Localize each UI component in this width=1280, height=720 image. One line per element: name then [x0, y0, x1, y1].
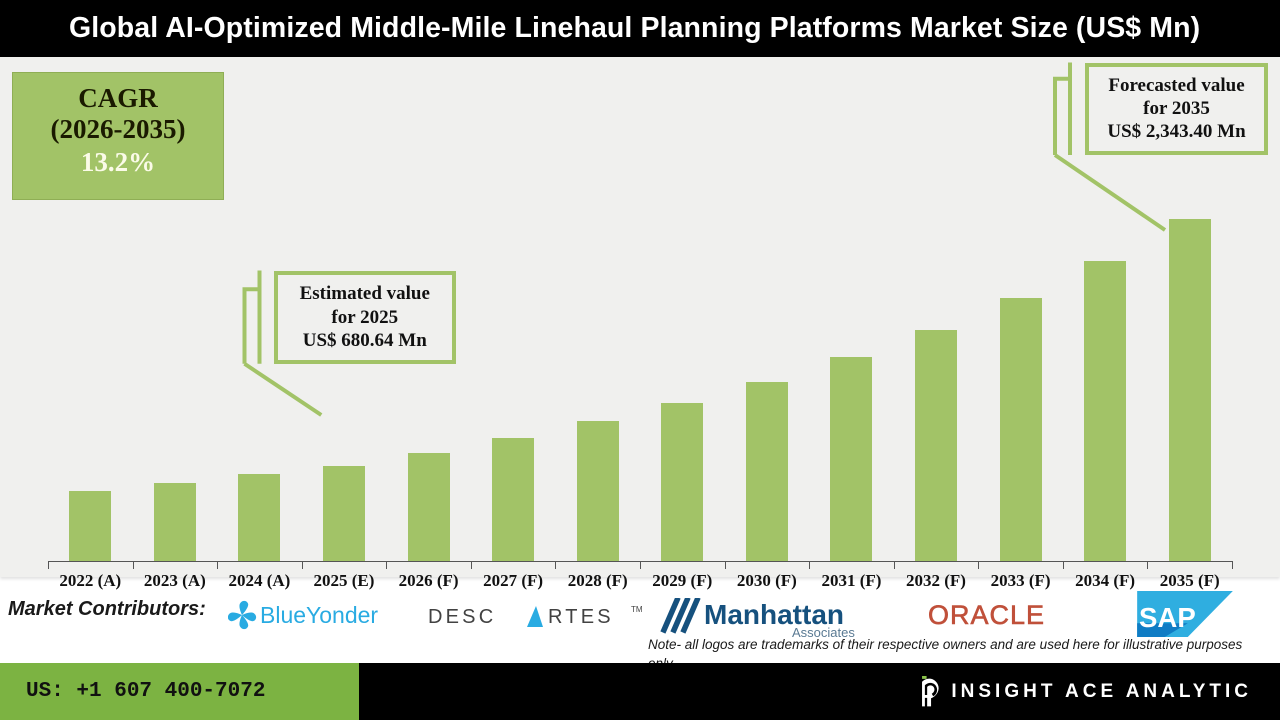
svg-text:SAP: SAP [1139, 601, 1196, 632]
svg-text:TM: TM [631, 605, 643, 614]
svg-text:DESC: DESC [428, 606, 496, 628]
svg-text:BlueYonder: BlueYonder [260, 602, 378, 628]
svg-text:RTES: RTES [548, 606, 614, 628]
svg-text:ORACLE: ORACLE [928, 604, 1045, 630]
svg-text:Associates: Associates [792, 625, 855, 640]
